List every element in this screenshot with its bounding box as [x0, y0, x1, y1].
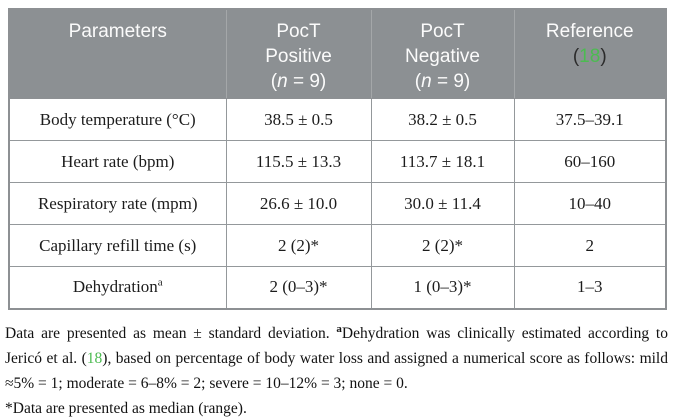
cell-reference: 1–3 — [513, 266, 667, 309]
cell-poct-positive: 2 (2)* — [225, 224, 372, 267]
cell-parameter: Heart rate (bpm) — [8, 140, 227, 183]
header-reference: Reference (18) — [513, 9, 666, 99]
cell-parameter: Respiratory rate (mpm) — [8, 182, 227, 225]
cell-poct-positive: 2 (0–3)* — [225, 266, 372, 309]
table-row-respiratory-rate: Respiratory rate (mpm) 26.6 ± 10.0 30.0 … — [8, 182, 667, 225]
cell-poct-positive: 115.5 ± 13.3 — [225, 140, 372, 183]
header-parameters: Parameters — [9, 9, 227, 99]
header-poct-negative-line2: Negative — [405, 46, 480, 67]
cell-poct-positive: 26.6 ± 10.0 — [225, 182, 372, 225]
header-poct-positive-line1: PocT — [276, 21, 321, 42]
header-poct-negative-line3: (n = 9) — [414, 71, 471, 92]
cell-poct-negative: 38.2 ± 0.5 — [370, 98, 515, 141]
cell-poct-positive: 38.5 ± 0.5 — [225, 98, 372, 141]
header-reference-line2: (18) — [572, 46, 607, 67]
cell-reference: 10–40 — [513, 182, 667, 225]
header-poct-positive-line3: (n = 9) — [270, 71, 327, 92]
table-footnote: Data are presented as mean ± standard de… — [5, 321, 668, 420]
footnote-median-note: *Data are presented as median (range). — [5, 399, 247, 417]
cell-parameter: Capillary refill time (s) — [8, 224, 227, 267]
reference-link-18[interactable]: 18 — [86, 349, 103, 367]
table-header-row: Parameters PocT Positive (n = 9) PocT Ne… — [9, 9, 666, 99]
table-row-body-temperature: Body temperature (°C) 38.5 ± 0.5 38.2 ± … — [8, 98, 667, 141]
header-poct-positive: PocT Positive (n = 9) — [225, 9, 372, 99]
paper-table-figure: Parameters PocT Positive (n = 9) PocT Ne… — [0, 8, 673, 420]
n-symbol: n — [421, 71, 432, 92]
cell-parameter: Body temperature (°C) — [8, 98, 227, 141]
header-poct-negative-line1: PocT — [420, 21, 465, 42]
header-reference-line1: Reference — [545, 21, 634, 42]
cell-poct-negative: 2 (2)* — [370, 224, 515, 267]
table-row-heart-rate: Heart rate (bpm) 115.5 ± 13.3 113.7 ± 18… — [8, 140, 667, 183]
parameters-table: Parameters PocT Positive (n = 9) PocT Ne… — [8, 8, 667, 310]
cell-reference: 60–160 — [513, 140, 667, 183]
header-parameters-label: Parameters — [68, 21, 167, 42]
header-poct-negative: PocT Negative (n = 9) — [370, 9, 515, 99]
header-poct-positive-line2: Positive — [265, 46, 332, 67]
cell-parameter: Dehydrationa — [8, 266, 227, 309]
cell-poct-negative: 30.0 ± 11.4 — [370, 182, 515, 225]
table-row-dehydration: Dehydrationa 2 (0–3)* 1 (0–3)* 1–3 — [8, 266, 667, 309]
footnote-main: Data are presented as mean ± standard de… — [5, 322, 668, 392]
cell-reference: 2 — [513, 224, 667, 267]
table-row-capillary-refill: Capillary refill time (s) 2 (2)* 2 (2)* … — [8, 224, 667, 267]
superscript-a: a — [157, 276, 163, 289]
reference-link-18[interactable]: 18 — [579, 46, 601, 67]
cell-reference: 37.5–39.1 — [513, 98, 667, 141]
cell-poct-negative: 1 (0–3)* — [370, 266, 515, 309]
superscript-a: a — [336, 322, 342, 335]
cell-poct-negative: 113.7 ± 18.1 — [370, 140, 515, 183]
n-symbol: n — [277, 71, 288, 92]
